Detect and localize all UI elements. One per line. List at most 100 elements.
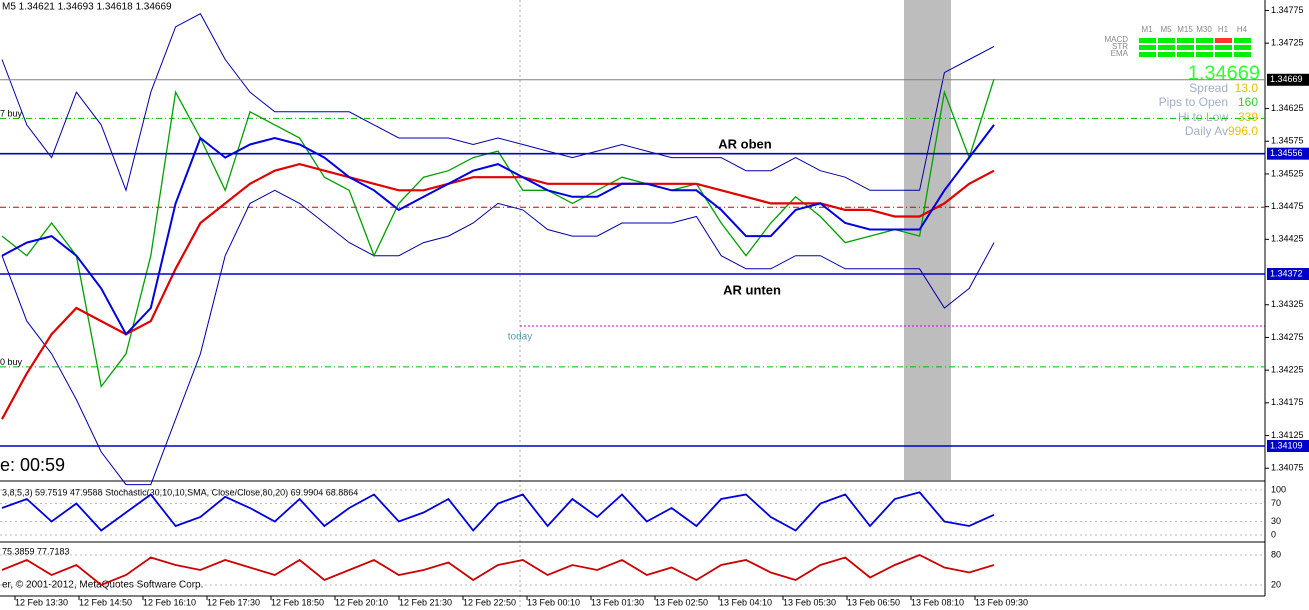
status-box bbox=[1234, 45, 1251, 50]
panel-tick-label: 70 bbox=[1271, 498, 1281, 508]
info-panel: 1.34669 Spread 13.0 Pips to Open 160 Hi … bbox=[1104, 25, 1260, 138]
status-box bbox=[1158, 45, 1175, 50]
value: 996.0 bbox=[1228, 124, 1258, 138]
time-label: 13 Feb 01:30 bbox=[591, 597, 644, 607]
ma-slow bbox=[1, 162, 995, 420]
level-label-bg bbox=[1267, 268, 1309, 281]
ma-fast bbox=[1, 124, 995, 336]
status-box bbox=[1158, 38, 1175, 43]
close-line bbox=[1, 78, 995, 389]
timeframe: M15 bbox=[1177, 25, 1193, 34]
timeframe: H1 bbox=[1218, 25, 1229, 34]
row-label: EMA bbox=[1111, 49, 1129, 58]
price-tick-label: 1.34625 bbox=[1271, 103, 1304, 113]
status-box bbox=[1215, 38, 1232, 43]
price-tick-label: 1.34425 bbox=[1271, 234, 1304, 244]
price-tick-label: 1.34575 bbox=[1271, 136, 1304, 146]
panel-tick-label: 0 bbox=[1271, 529, 1276, 539]
status-box bbox=[1215, 52, 1232, 57]
price-tick-label: 1.34775 bbox=[1271, 5, 1304, 15]
price-tick-label: 1.34075 bbox=[1271, 463, 1304, 473]
value: 13.0 bbox=[1235, 81, 1259, 95]
label: Daily Av bbox=[1185, 124, 1228, 138]
price-tick-label: 1.34325 bbox=[1271, 299, 1304, 309]
status-box bbox=[1139, 45, 1156, 50]
guide-label: 7 buy bbox=[0, 109, 23, 119]
price-tick-label: 1.34225 bbox=[1271, 365, 1304, 375]
level-label: 1.34669 bbox=[1270, 74, 1303, 84]
price-tick-label: 1.34475 bbox=[1271, 201, 1304, 211]
time-label: 13 Feb 08:10 bbox=[911, 597, 964, 607]
time-label: 12 Feb 14:50 bbox=[79, 597, 132, 607]
annotation: AR unten bbox=[723, 282, 781, 297]
guide-label: 0 buy bbox=[0, 357, 23, 367]
time-label: 13 Feb 05:30 bbox=[783, 597, 836, 607]
status-box bbox=[1196, 38, 1213, 43]
status-box bbox=[1215, 45, 1232, 50]
value: 339 bbox=[1238, 110, 1258, 124]
value: 160 bbox=[1238, 95, 1258, 109]
stoch-header: 3,8,5,3) 59.7519 47.9588 Stochastic(30,1… bbox=[2, 487, 358, 497]
band-lower bbox=[1, 189, 995, 486]
status-box bbox=[1196, 52, 1213, 57]
row-label: STR bbox=[1112, 42, 1128, 51]
annotation: AR oben bbox=[718, 136, 772, 151]
status-box bbox=[1139, 38, 1156, 43]
level-label: 1.34372 bbox=[1270, 268, 1303, 278]
status-box bbox=[1177, 45, 1194, 50]
time-label: 12 Feb 20:10 bbox=[335, 597, 388, 607]
band-upper bbox=[1, 13, 995, 192]
timeframe: M5 bbox=[1160, 25, 1172, 34]
timeframe: M30 bbox=[1196, 25, 1212, 34]
time-label: 12 Feb 21:30 bbox=[399, 597, 452, 607]
time-label: 13 Feb 04:10 bbox=[719, 597, 772, 607]
time-label: 13 Feb 09:30 bbox=[975, 597, 1028, 607]
status-box bbox=[1177, 52, 1194, 57]
time-label: 12 Feb 18:50 bbox=[271, 597, 324, 607]
label: Hi to Low bbox=[1178, 110, 1228, 124]
price-tick-label: 1.34725 bbox=[1271, 38, 1304, 48]
time-label: 13 Feb 00:10 bbox=[527, 597, 580, 607]
panel-tick-label: 30 bbox=[1271, 516, 1281, 526]
price-tick-label: 1.34175 bbox=[1271, 397, 1304, 407]
time-label: 12 Feb 16:10 bbox=[143, 597, 196, 607]
time-label: 13 Feb 06:50 bbox=[847, 597, 900, 607]
osc-header: 75.3859 77.7183 bbox=[2, 546, 70, 556]
status-box bbox=[1139, 52, 1156, 57]
status-box bbox=[1158, 52, 1175, 57]
status-box bbox=[1234, 38, 1251, 43]
oscillator-line bbox=[1, 491, 995, 532]
timer: e: 00:59 bbox=[0, 455, 65, 475]
status-box bbox=[1177, 38, 1194, 43]
level-label-bg bbox=[1267, 439, 1309, 452]
timeframe: H4 bbox=[1237, 25, 1248, 34]
panel-tick-label: 100 bbox=[1271, 484, 1286, 494]
price-tick-label: 1.34525 bbox=[1271, 168, 1304, 178]
label: Pips to Open bbox=[1159, 95, 1228, 109]
status-box bbox=[1196, 45, 1213, 50]
time-label: 12 Feb 22:50 bbox=[463, 597, 516, 607]
level-label: 1.34556 bbox=[1270, 148, 1303, 158]
time-label: 12 Feb 17:30 bbox=[207, 597, 260, 607]
status-box bbox=[1234, 52, 1251, 57]
price-tick-label: 1.34275 bbox=[1271, 332, 1304, 342]
header: M5 1.34621 1.34693 1.34618 1.34669 bbox=[2, 2, 172, 13]
label: Spread bbox=[1189, 81, 1228, 95]
price: 1.34669 bbox=[1188, 62, 1260, 84]
time-label: 12 Feb 13:30 bbox=[15, 597, 68, 607]
session-highlight bbox=[904, 0, 951, 480]
panel-tick-label: 20 bbox=[1271, 579, 1281, 589]
time-label: 13 Feb 02:50 bbox=[655, 597, 708, 607]
level-label: 1.34109 bbox=[1270, 440, 1303, 450]
row-label: MACD bbox=[1104, 35, 1128, 44]
timeframe: M1 bbox=[1141, 25, 1153, 34]
price-tick-label: 1.34125 bbox=[1271, 430, 1304, 440]
level-label-bg bbox=[1267, 147, 1309, 160]
oscillator-line bbox=[1, 554, 995, 587]
panel-tick-label: 80 bbox=[1271, 549, 1281, 559]
today-label: today bbox=[508, 332, 532, 343]
level-label-bg bbox=[1267, 73, 1309, 86]
